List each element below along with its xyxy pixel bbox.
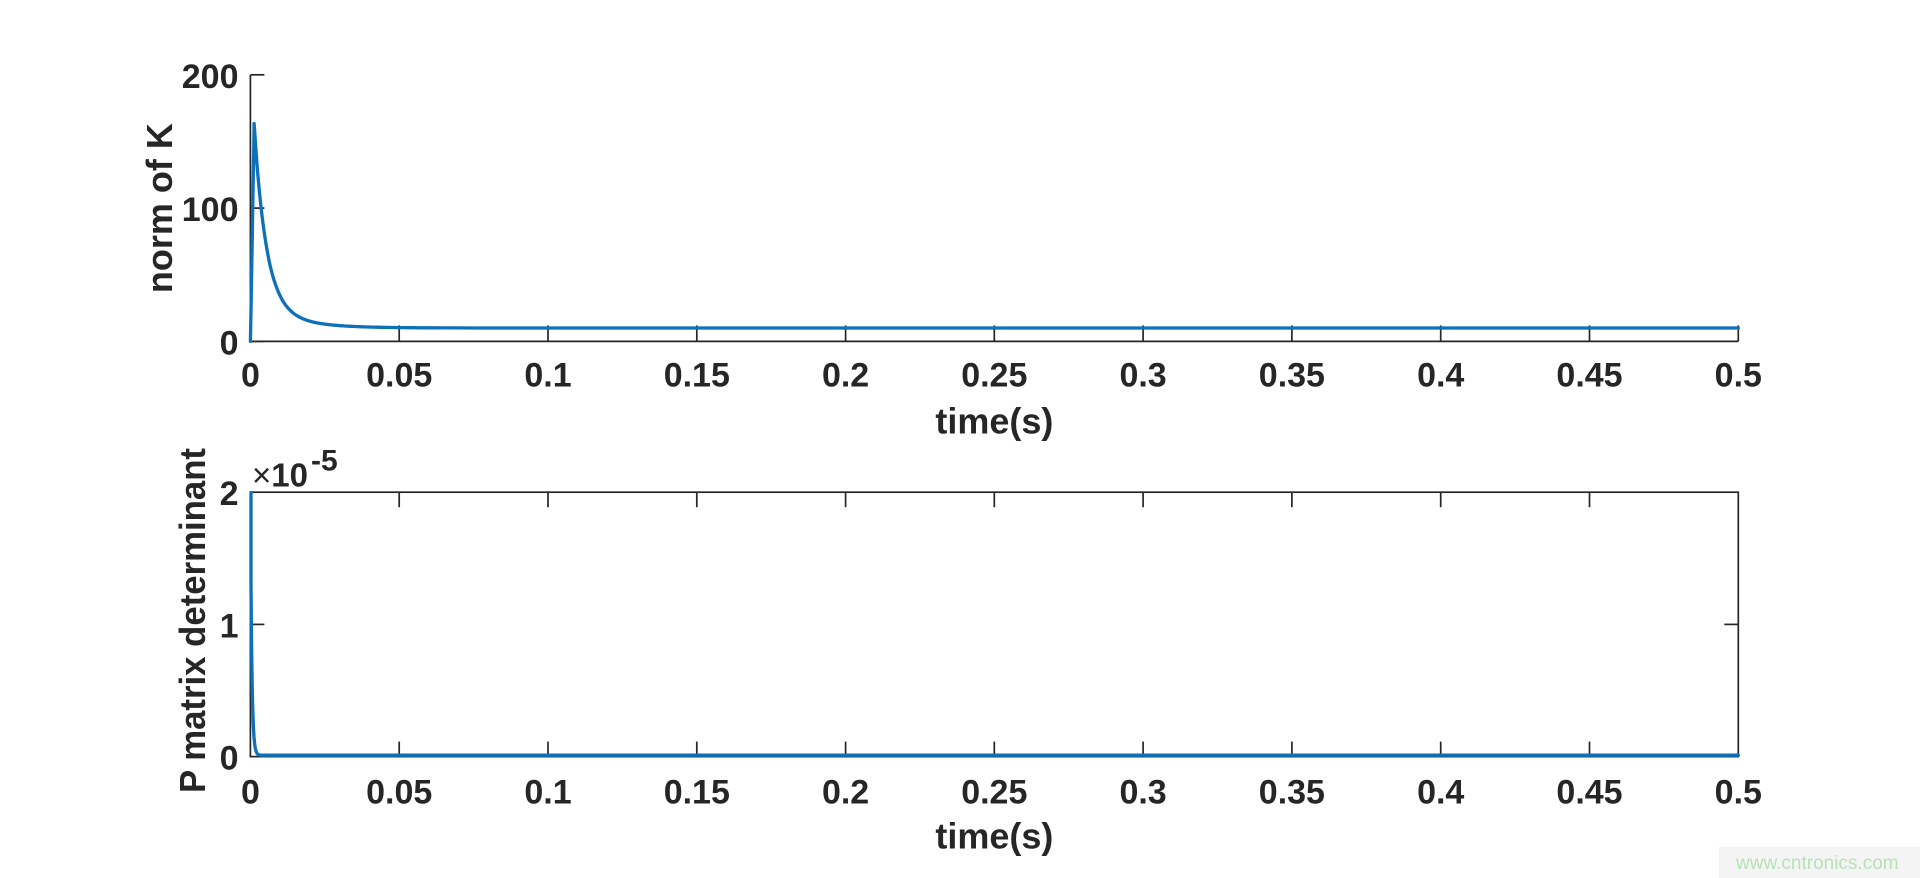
svg-text:0.2: 0.2 xyxy=(822,774,869,812)
svg-text:0.25: 0.25 xyxy=(961,357,1027,395)
svg-text:0: 0 xyxy=(241,357,260,395)
svg-text:0.2: 0.2 xyxy=(822,357,869,395)
svg-text:0.15: 0.15 xyxy=(664,774,730,812)
svg-text:1: 1 xyxy=(220,607,239,645)
svg-text:0: 0 xyxy=(220,324,239,362)
svg-text:0.1: 0.1 xyxy=(524,357,571,395)
svg-text:norm of K: norm of K xyxy=(139,123,180,293)
svg-text:P matrix determinant: P matrix determinant xyxy=(172,448,213,793)
svg-text:0.5: 0.5 xyxy=(1715,357,1762,395)
svg-text:0.35: 0.35 xyxy=(1259,357,1325,395)
svg-text:0.05: 0.05 xyxy=(366,357,432,395)
svg-text:0.5: 0.5 xyxy=(1715,774,1762,812)
svg-text:0.45: 0.45 xyxy=(1556,357,1622,395)
svg-text:time(s): time(s) xyxy=(935,816,1053,857)
svg-text:www.cntronics.com: www.cntronics.com xyxy=(1735,853,1899,874)
svg-text:time(s): time(s) xyxy=(935,401,1053,442)
svg-text:0.4: 0.4 xyxy=(1417,774,1464,812)
svg-text:0.15: 0.15 xyxy=(664,357,730,395)
svg-text:0.05: 0.05 xyxy=(366,774,432,812)
svg-text:0: 0 xyxy=(220,740,239,778)
svg-text:0.45: 0.45 xyxy=(1556,774,1622,812)
svg-text:0.1: 0.1 xyxy=(524,774,571,812)
svg-text:0: 0 xyxy=(241,774,260,812)
svg-text:0.35: 0.35 xyxy=(1259,774,1325,812)
svg-text:2: 2 xyxy=(220,475,239,513)
svg-text:200: 200 xyxy=(182,58,239,96)
svg-text:100: 100 xyxy=(182,191,239,229)
svg-text:0.3: 0.3 xyxy=(1119,774,1166,812)
svg-text:0.25: 0.25 xyxy=(961,774,1027,812)
svg-text:0.3: 0.3 xyxy=(1119,357,1166,395)
svg-text:0.4: 0.4 xyxy=(1417,357,1464,395)
